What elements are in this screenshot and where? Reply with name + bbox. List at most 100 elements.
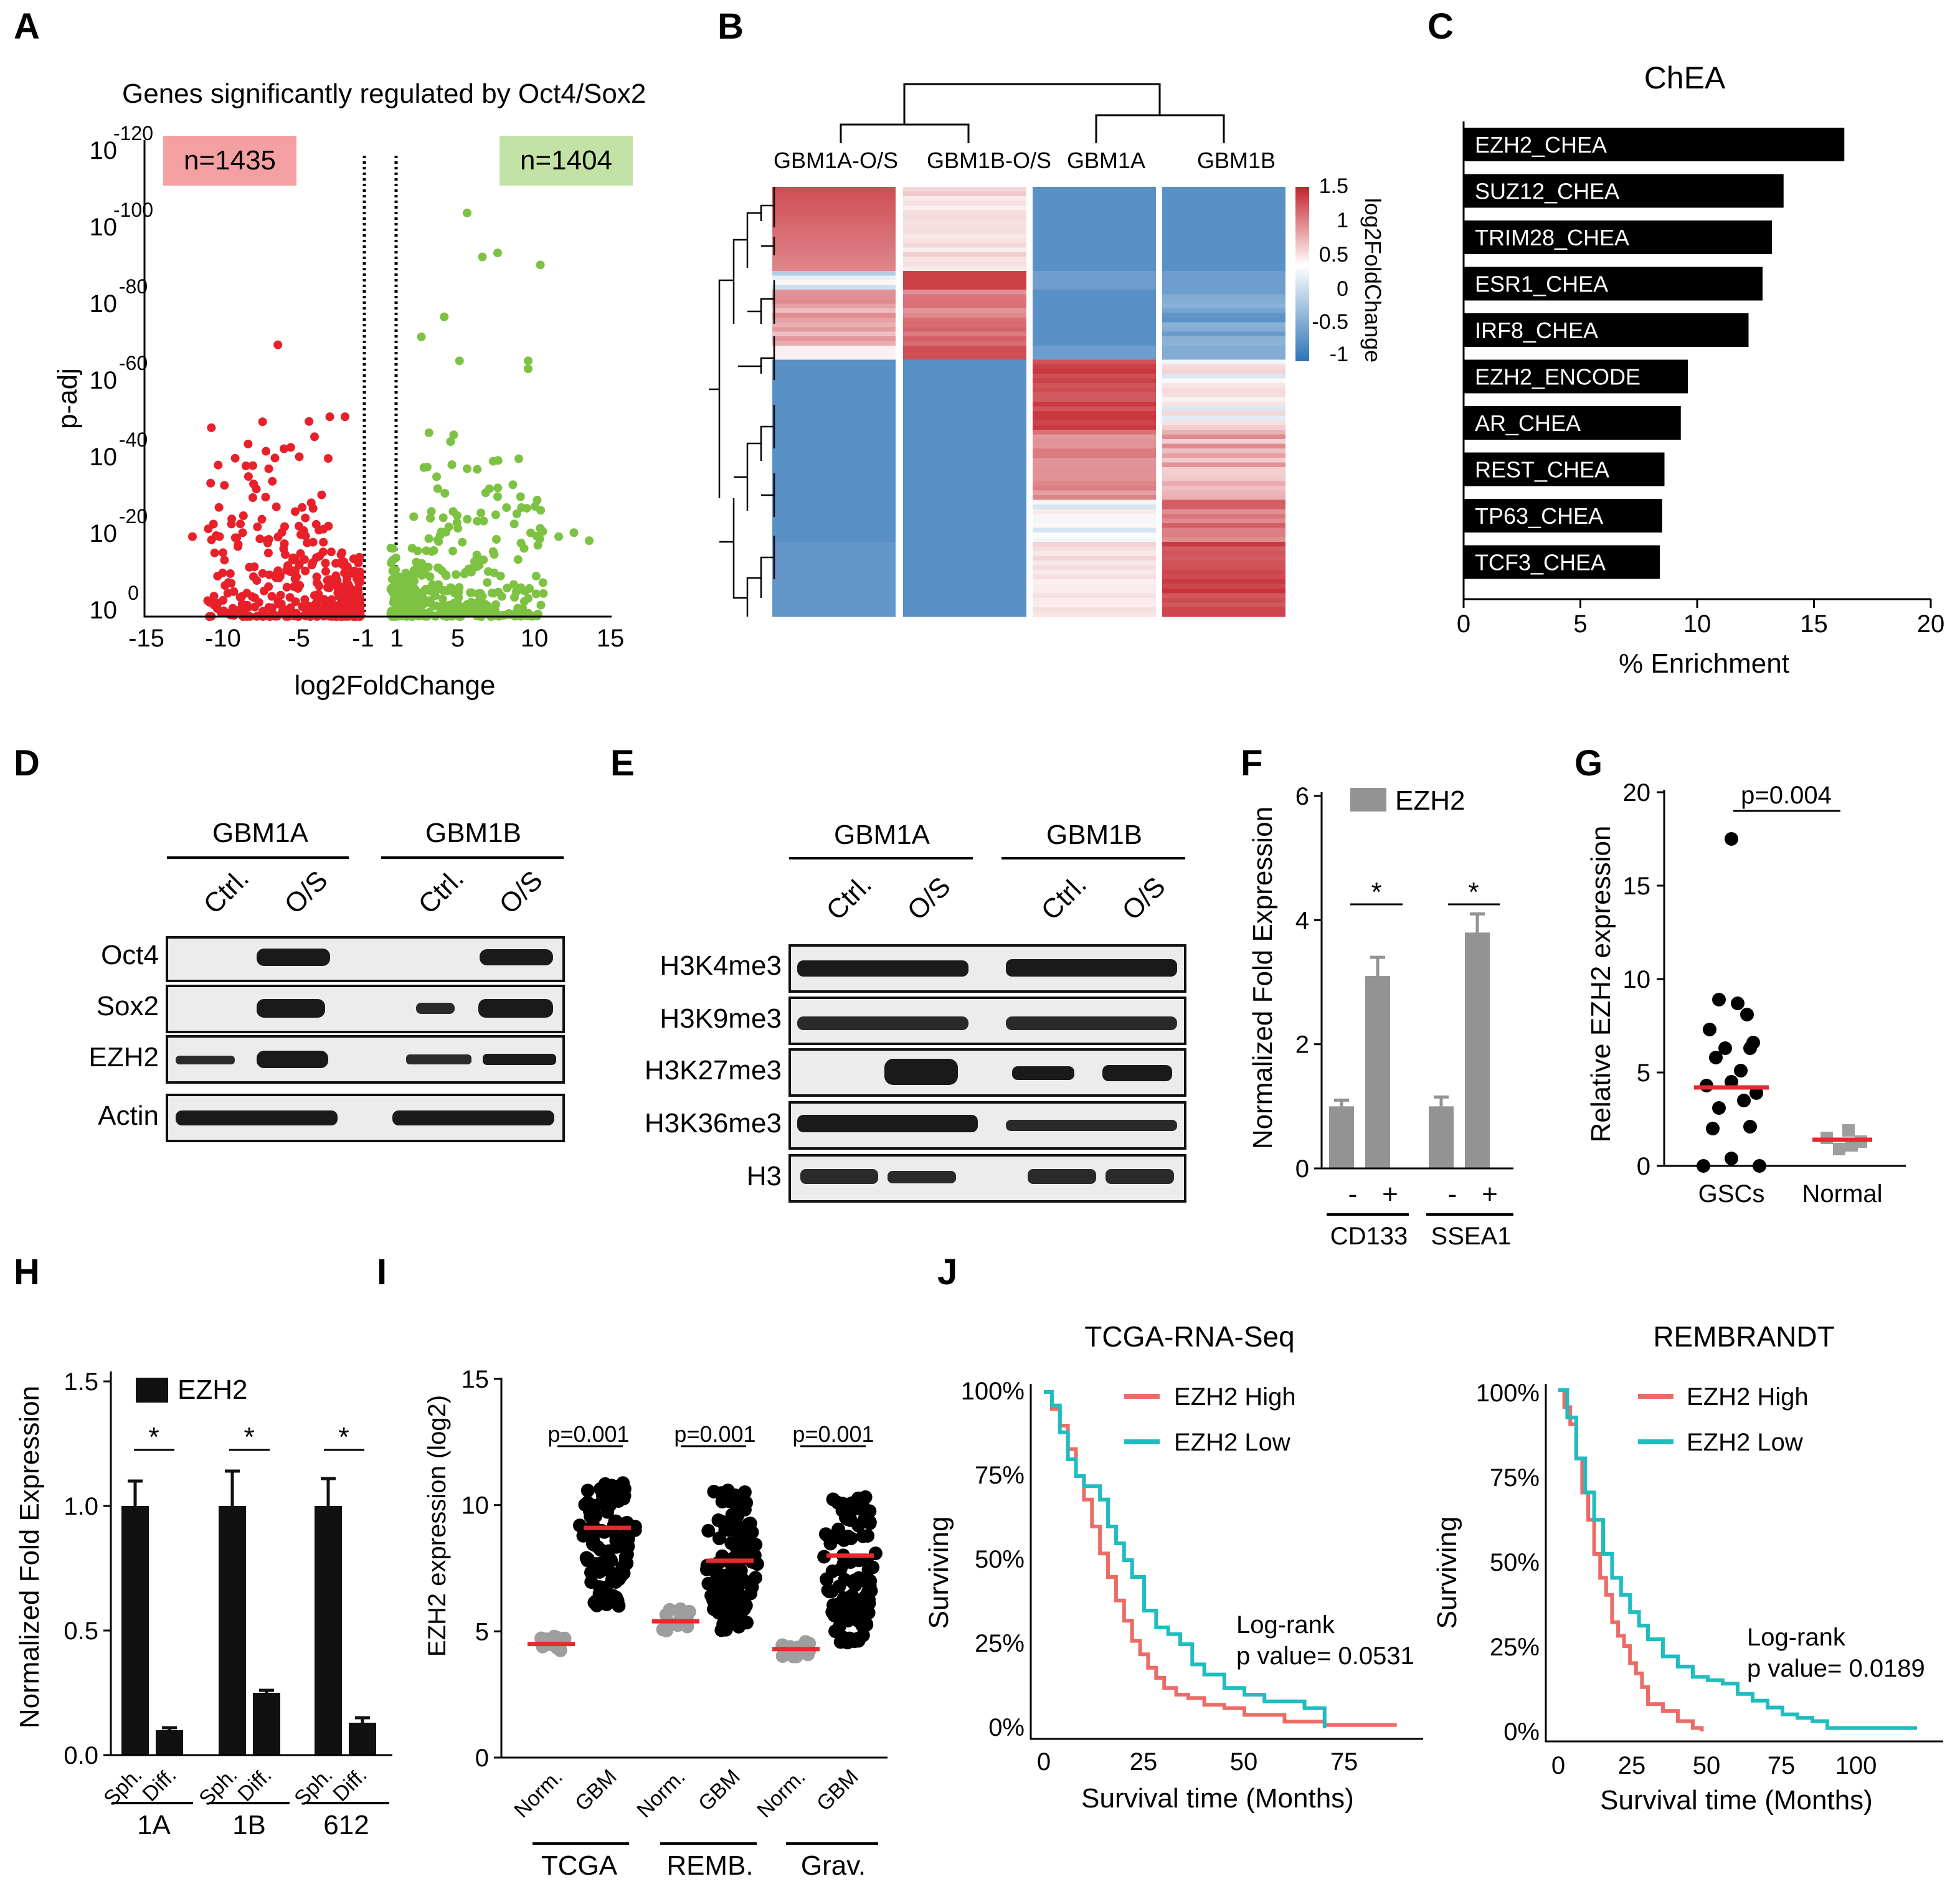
f-legend-swatch bbox=[1350, 788, 1386, 812]
error-bar bbox=[1370, 955, 1385, 977]
panel-letter-g: G bbox=[1574, 743, 1603, 784]
volcano-point bbox=[250, 602, 259, 612]
km-right-stat-2: p value= 0.0189 bbox=[1747, 1655, 1925, 1682]
heatmap-cell bbox=[772, 275, 896, 281]
heatmap-cell bbox=[903, 327, 1026, 333]
heatmap-cell bbox=[1033, 224, 1156, 230]
expression-point bbox=[861, 1562, 876, 1576]
volcano-point bbox=[483, 578, 492, 587]
expression-point bbox=[863, 1574, 878, 1588]
heatmap-cell bbox=[903, 514, 1026, 519]
volcano-point bbox=[427, 507, 436, 516]
cb-tick-0: 1.5 bbox=[1319, 174, 1348, 198]
heatmap-cell bbox=[772, 495, 896, 501]
volcano-point bbox=[408, 587, 417, 597]
volcano-point bbox=[585, 536, 594, 546]
heatmap-cell bbox=[1162, 434, 1285, 440]
y-tick-label: 4 bbox=[1295, 907, 1309, 934]
volcano-point bbox=[438, 513, 448, 523]
heatmap-cell bbox=[1162, 589, 1285, 594]
f-sign-1: + bbox=[1382, 1179, 1398, 1210]
volcano-point bbox=[258, 569, 267, 578]
heatmap-cell bbox=[1162, 514, 1285, 519]
heatmap-cell bbox=[1162, 430, 1285, 435]
heatmap-cell bbox=[772, 542, 896, 547]
km-right-x-ticks: 0 25 50 75 100 bbox=[1551, 1752, 1877, 1779]
heatmap-cell bbox=[1162, 318, 1285, 323]
volcano-point bbox=[301, 531, 310, 541]
volcano-point bbox=[386, 544, 395, 552]
error-bar bbox=[225, 1469, 240, 1506]
volcano-point bbox=[452, 570, 461, 579]
volcano-point bbox=[509, 580, 518, 589]
heatmap-cell bbox=[903, 467, 1026, 473]
volcano-point bbox=[427, 547, 437, 556]
heatmap-cell bbox=[903, 448, 1026, 454]
y-tick-exp-40: -40 bbox=[119, 428, 148, 451]
heatmap-cell bbox=[772, 187, 896, 192]
volcano-point bbox=[481, 600, 490, 609]
volcano-point bbox=[244, 439, 253, 448]
heatmap-col-2: GBM1A bbox=[1067, 148, 1145, 173]
heatmap-cell bbox=[772, 229, 896, 234]
heatmap-cell bbox=[1162, 574, 1285, 580]
chea-bar bbox=[1464, 128, 1845, 161]
volcano-point bbox=[352, 611, 361, 620]
heatmap-cell bbox=[1162, 533, 1285, 538]
volcano-point bbox=[257, 514, 267, 524]
volcano-point bbox=[538, 578, 547, 587]
expression-point bbox=[612, 1572, 626, 1586]
volcano-point bbox=[466, 597, 476, 607]
heatmap-cell bbox=[1033, 327, 1156, 333]
chea-bar bbox=[1464, 220, 1772, 254]
volcano-point bbox=[268, 476, 277, 486]
heatmap-cell bbox=[772, 234, 896, 239]
chea-tick-label: 5 bbox=[1573, 610, 1587, 638]
heatmap-cell bbox=[903, 219, 1026, 225]
heatmap-cell bbox=[903, 574, 1026, 580]
bar bbox=[1429, 1106, 1454, 1168]
volcano-axes bbox=[143, 140, 612, 618]
y-tick-100: 10 bbox=[90, 214, 118, 241]
heatmap-cell bbox=[772, 439, 896, 445]
heatmap-cell bbox=[903, 481, 1026, 486]
volcano-point bbox=[238, 528, 247, 537]
expression-point bbox=[609, 1514, 623, 1528]
volcano-point bbox=[239, 511, 248, 520]
y-tick-label: 20 bbox=[1623, 779, 1651, 807]
heatmap-cell bbox=[772, 322, 896, 328]
expression-point bbox=[851, 1634, 866, 1648]
heatmap-cell bbox=[772, 551, 896, 557]
heatmap-cell bbox=[903, 420, 1026, 426]
heatmap-cell bbox=[1162, 406, 1285, 412]
volcano-point bbox=[509, 519, 519, 529]
bar bbox=[349, 1723, 376, 1755]
volcano-point bbox=[478, 252, 487, 262]
heatmap-cell bbox=[772, 486, 896, 491]
volcano-point bbox=[492, 535, 501, 544]
expression-point bbox=[721, 1484, 735, 1498]
expression-point bbox=[580, 1495, 595, 1510]
volcano-point bbox=[424, 428, 433, 437]
heatmap-cell bbox=[903, 561, 1026, 566]
volcano-point bbox=[402, 597, 412, 606]
expression-point bbox=[620, 1547, 634, 1561]
volcano-point bbox=[404, 604, 414, 613]
heatmap-cell bbox=[903, 331, 1026, 337]
gsc-point bbox=[1737, 1094, 1751, 1107]
volcano-point bbox=[304, 605, 313, 614]
heatmap-cell bbox=[772, 206, 896, 211]
heatmap-cell bbox=[1033, 425, 1156, 430]
heatmap-cell bbox=[1162, 191, 1285, 197]
volcano-point bbox=[324, 521, 333, 531]
volcano-point bbox=[421, 584, 430, 594]
volcano-point bbox=[262, 447, 271, 456]
chea-xlabel: % Enrichment bbox=[1619, 648, 1789, 679]
y-tick-exp-0: 0 bbox=[128, 582, 139, 604]
volcano-point bbox=[336, 558, 345, 567]
km-curve-low bbox=[1558, 1388, 1917, 1730]
heatmap-cell bbox=[1033, 523, 1156, 529]
blot-e-lane-0: Ctrl. bbox=[820, 869, 878, 926]
volcano-point bbox=[438, 594, 447, 604]
volcano-point bbox=[491, 510, 500, 519]
